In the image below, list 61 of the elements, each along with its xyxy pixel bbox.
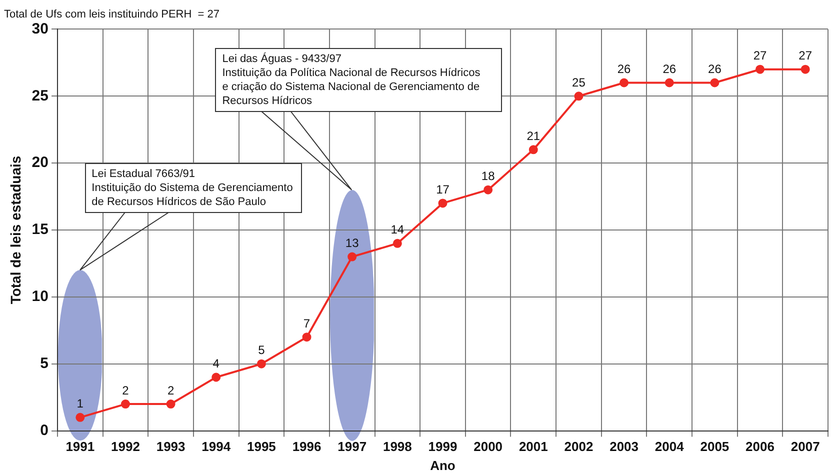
x-tick-label: 1999 — [428, 439, 458, 454]
point — [574, 92, 584, 101]
data-label: 17 — [436, 182, 450, 197]
point — [256, 359, 266, 368]
x-axis-title: Ano — [430, 458, 456, 473]
point — [800, 64, 810, 74]
data-label: 7 — [303, 316, 310, 330]
point — [620, 78, 629, 88]
data-label: 26 — [617, 62, 632, 76]
data-label: 26 — [708, 62, 722, 76]
x-tick-label: 1994 — [202, 439, 232, 454]
x-tick-label: 2004 — [654, 439, 685, 454]
point — [710, 78, 720, 88]
x-tick-label: 1991 — [66, 439, 95, 454]
y-axis-title: Total de leis estaduais — [7, 156, 24, 304]
x-tick-label: 2007 — [790, 439, 820, 454]
x-tick-label: 2005 — [700, 439, 730, 454]
x-tick-label: 1997 — [338, 439, 367, 454]
y-tick-label: 30 — [32, 20, 48, 38]
y-tick-label: 5 — [40, 355, 48, 372]
point — [438, 198, 448, 208]
point — [76, 412, 85, 422]
data-label: 13 — [345, 236, 360, 250]
point — [302, 332, 312, 342]
x-tick-label: 2001 — [518, 439, 548, 454]
annotation: Lei das Águas - 9433/97 Instituição da Política Nacional de Recursos Hídricos e criação do Sistema Nacional de Gerenciamento de Recursos Hídricos — [215, 48, 502, 112]
x-tick-label: 2003 — [610, 439, 638, 454]
x-tick-label: 2000 — [474, 439, 503, 454]
y-tick-label: 25 — [32, 87, 48, 104]
point — [212, 372, 221, 382]
y-tick-label: 15 — [32, 221, 48, 238]
data-label: 2 — [167, 383, 174, 398]
y-tick-label: 0 — [40, 422, 48, 439]
x-tick-label: 1992 — [111, 439, 140, 454]
x-tick-label: 1996 — [292, 439, 322, 454]
point — [166, 400, 176, 409]
data-label: 27 — [798, 48, 812, 63]
data-label: 5 — [258, 343, 266, 358]
data-label: 18 — [481, 169, 496, 184]
point — [756, 64, 765, 74]
data-label: 1 — [76, 396, 84, 411]
point — [120, 400, 130, 409]
x-tick-label: 1993 — [156, 439, 186, 454]
y-tick-label: 20 — [32, 154, 48, 172]
annotation: Lei Estadual 7663/91 Instituição do Sistema de Gerenciamento de Recursos Hídricos de São Paulo — [84, 163, 302, 214]
point — [664, 78, 674, 88]
data-label: 21 — [526, 128, 540, 143]
x-tick-label: 2006 — [746, 439, 774, 454]
data-label: 26 — [662, 62, 676, 76]
y-tick-label: 10 — [32, 288, 48, 306]
x-tick-label: 2002 — [564, 439, 594, 454]
point — [484, 185, 493, 194]
point — [392, 238, 402, 248]
point — [348, 252, 357, 262]
data-label: 25 — [572, 75, 586, 90]
data-label: 27 — [753, 48, 768, 63]
chart-title: Total de Ufs com leis instituindo PERH = 27 — [4, 8, 220, 21]
x-tick-label: 1995 — [246, 439, 276, 454]
x-tick-label: 1998 — [382, 439, 412, 454]
point — [528, 145, 538, 154]
data-label: 2 — [122, 383, 130, 398]
